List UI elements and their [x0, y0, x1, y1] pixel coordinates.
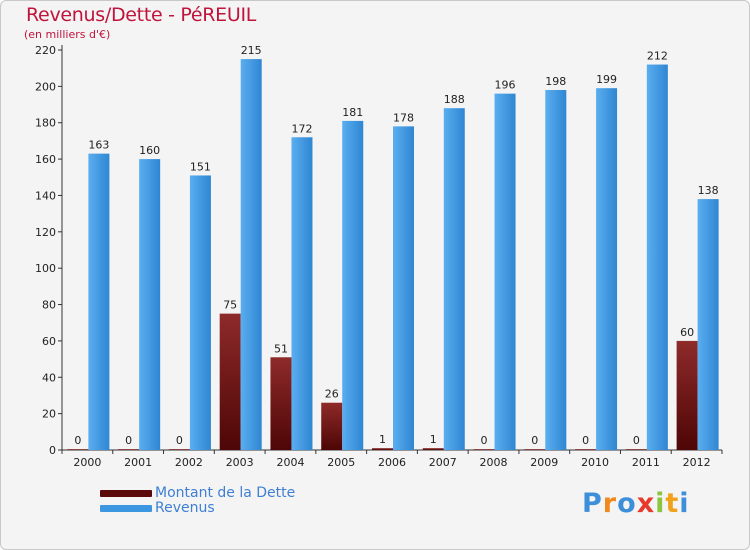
revenus-value-label: 199 [596, 73, 617, 86]
debt-value-label: 0 [481, 434, 488, 447]
debt-value-label: 1 [379, 433, 386, 446]
revenus-bar [393, 126, 414, 450]
revenus-value-label: 215 [241, 44, 262, 57]
revenus-value-label: 178 [393, 111, 414, 124]
y-tick-label: 140 [35, 189, 56, 202]
x-tick-label: 2007 [429, 456, 457, 469]
debt-bar [67, 449, 89, 450]
revenus-value-label: 212 [647, 50, 668, 63]
y-tick-label: 220 [35, 44, 56, 57]
x-tick-label: 2001 [124, 456, 152, 469]
debt-value-label: 0 [633, 434, 640, 447]
proxiti-logo: Proxiti [582, 488, 690, 519]
debt-value-label: 0 [176, 434, 183, 447]
x-tick-label: 2012 [683, 456, 711, 469]
logo-letter: P [582, 488, 603, 519]
legend-label-debt: Montant de la Dette [155, 485, 296, 501]
logo-letter: x [636, 488, 656, 519]
revenus-bar [189, 175, 211, 451]
debt-value-label: 0 [582, 434, 589, 447]
y-tick-label: 0 [49, 444, 56, 457]
revenus-value-label: 198 [545, 75, 566, 88]
revenus-bar [342, 120, 364, 450]
x-tick-label: 2008 [480, 456, 508, 469]
revenus-bar [139, 159, 161, 450]
legend-swatch-debt [100, 490, 152, 497]
logo-letter: i [655, 488, 666, 519]
revenus-bar [88, 153, 110, 451]
debt-value-label: 51 [274, 342, 288, 355]
revenus-value-label: 163 [88, 139, 109, 152]
y-tick-label: 200 [35, 80, 56, 93]
bars [67, 59, 719, 451]
debt-value-label: 1 [430, 433, 437, 446]
chart-subtitle: (en milliers d'€) [24, 28, 111, 41]
revenus-value-label: 172 [291, 122, 312, 135]
debt-bar [625, 449, 647, 450]
debt-value-label: 0 [74, 434, 81, 447]
x-tick-label: 2011 [632, 456, 660, 469]
debt-value-label: 26 [325, 388, 339, 401]
legend-swatch-revenus [100, 505, 152, 512]
revenus-value-label: 151 [190, 160, 211, 173]
debt-bar [270, 357, 292, 450]
debt-bar [575, 449, 597, 450]
chart-title: Revenus/Dette - PéREUIL [26, 4, 257, 26]
revenus-bar [697, 199, 719, 450]
debt-bar [676, 340, 698, 450]
y-tick-label: 40 [42, 371, 56, 384]
debt-bar [118, 449, 140, 450]
debt-bar [168, 449, 190, 450]
logo-letter: o [617, 488, 637, 519]
debt-bar [524, 449, 546, 450]
revenus-bar [545, 90, 567, 450]
debt-value-label: 0 [125, 434, 132, 447]
revenus-bar [646, 64, 668, 450]
revenus-value-label: 138 [698, 184, 719, 197]
data-labels: 0 163 0 160 0 151 75 215 51 172 26 181 1 178 1 188 0 196 0… [74, 44, 718, 447]
x-tick-label: 2002 [175, 456, 203, 469]
revenus-value-label: 181 [342, 106, 363, 119]
x-tick-label: 2009 [530, 456, 558, 469]
x-tick-label: 2004 [276, 456, 304, 469]
legend-label-revenus: Revenus [155, 500, 215, 516]
revenus-bar [443, 108, 465, 450]
debt-bar [422, 448, 444, 450]
y-tick-label: 60 [42, 335, 56, 348]
debt-value-label: 75 [223, 299, 237, 312]
y-tick-label: 20 [42, 408, 56, 421]
x-tick-label: 2005 [327, 456, 355, 469]
y-tick-label: 80 [42, 299, 56, 312]
revenus-value-label: 160 [139, 144, 160, 157]
revenus-value-label: 188 [444, 93, 465, 106]
revenus-bar [596, 88, 618, 450]
revenus-bar [291, 137, 313, 451]
y-tick-label: 160 [35, 153, 56, 166]
x-tick-label: 2000 [73, 456, 101, 469]
revenus-value-label: 196 [495, 79, 516, 92]
revenus-bar [240, 59, 262, 450]
revenus-bar [494, 93, 516, 451]
x-tick-label: 2003 [226, 456, 254, 469]
debt-value-label: 0 [531, 434, 538, 447]
debt-bar [219, 313, 241, 450]
y-tick-label: 180 [35, 117, 56, 130]
logo-letter: i [679, 488, 690, 519]
debt-bar [321, 402, 343, 450]
debt-value-label: 60 [680, 326, 694, 339]
x-tick-label: 2010 [581, 456, 609, 469]
logo-letter: t [665, 488, 680, 519]
x-tick-label: 2006 [378, 456, 406, 469]
y-tick-label: 100 [35, 262, 56, 275]
debt-bar [473, 449, 495, 450]
debt-bar [372, 448, 393, 450]
logo-letter: r [602, 488, 618, 519]
y-tick-label: 120 [35, 226, 56, 239]
